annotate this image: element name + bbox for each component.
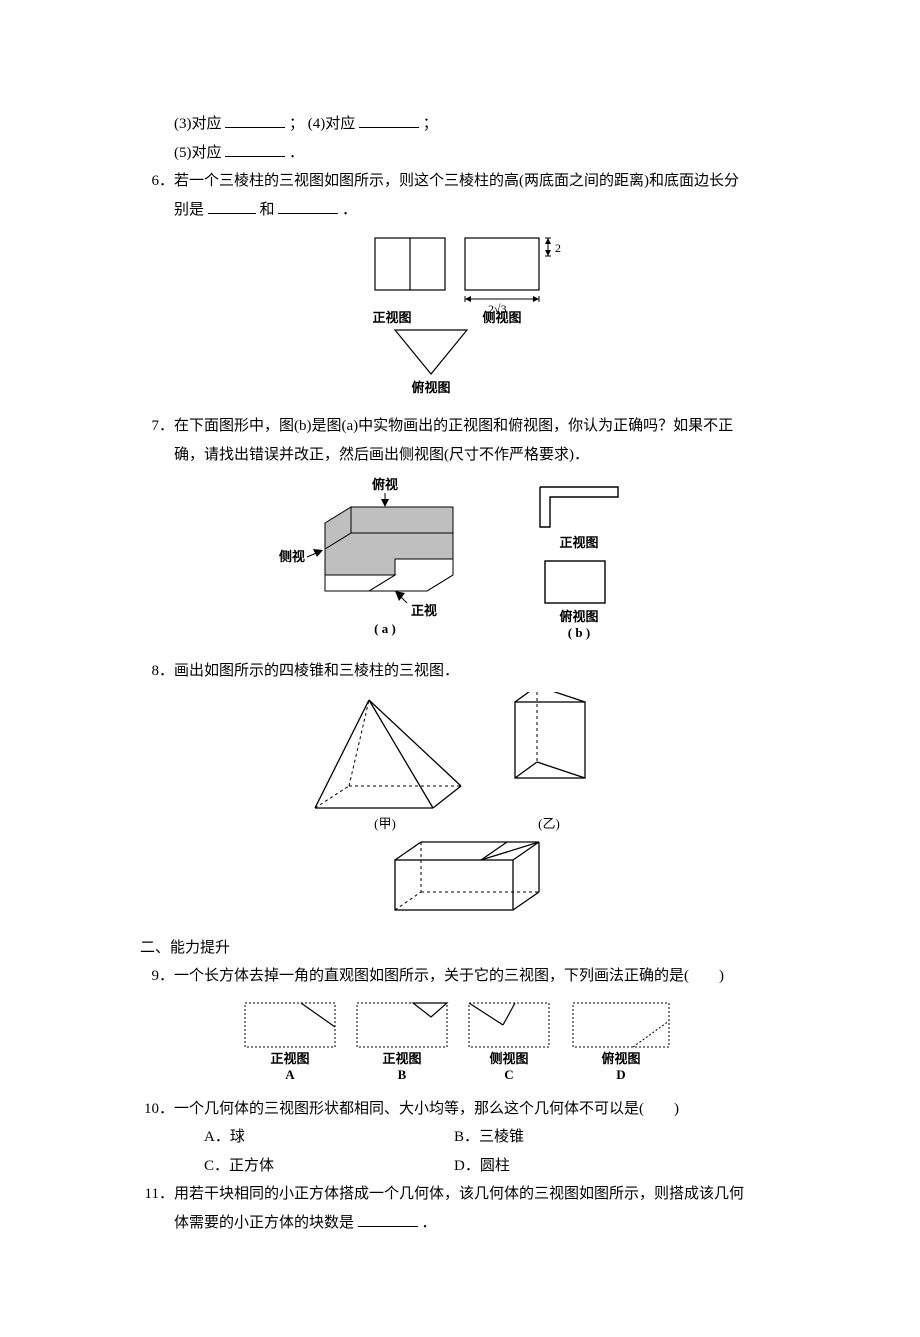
- q7-b-label: ( b ): [568, 625, 590, 640]
- q8-row: 8． 画出如图所示的四棱锥和三棱柱的三视图．: [140, 657, 790, 686]
- q6-num: 6．: [140, 167, 174, 196]
- q10-opts-1: A．球 B．三棱锥: [140, 1123, 790, 1152]
- q9-row: 9． 一个长方体去掉一角的直观图如图所示，关于它的三视图，下列画法正确的是( ): [140, 962, 790, 991]
- q9-figure: 正视图 A 正视图 B 侧视图 C 俯视图 D: [140, 997, 790, 1087]
- q6-svg: 2 2√3 正视图 侧视图 俯视图: [350, 230, 580, 400]
- q9-svg: 正视图 A 正视图 B 侧视图 C 俯视图 D: [235, 997, 695, 1083]
- q9-a-letter: A: [285, 1067, 295, 1082]
- q11-text-a: 用若干块相同的小正方体搭成一个几何体，该几何体的三视图如图所示，则搭成该几何: [174, 1180, 790, 1209]
- q7-row-2: 确，请找出错误并改正，然后画出侧视图(尺寸不作严格要求)．: [140, 441, 790, 470]
- q6-and: 和: [260, 202, 275, 218]
- q5-3-blank: [225, 114, 285, 129]
- q9-c-label: 侧视图: [489, 1051, 528, 1066]
- q5-3-label: (3)对应: [174, 116, 222, 132]
- q7-b-top: [545, 561, 605, 603]
- q11-blank: [358, 1212, 418, 1227]
- q9-a-label: 正视图: [270, 1051, 309, 1066]
- q7-toparrow-label: 俯视: [372, 477, 398, 492]
- q10-opt-b: B．三棱锥: [454, 1123, 704, 1152]
- q6-side-rect: [465, 238, 539, 290]
- q9-b-letter: B: [398, 1067, 407, 1082]
- q7-figure: 俯视 侧视 正视 ( a ) 正视图 俯视图 ( b ): [140, 475, 790, 649]
- q6-end: ．: [342, 202, 357, 218]
- q5-end1: ；: [423, 116, 438, 132]
- q9-d-letter: D: [616, 1067, 625, 1082]
- q6-blank-2: [278, 199, 338, 214]
- q11-row-2: 体需要的小正方体的块数是 ．: [140, 1209, 790, 1238]
- q7-b-front: [540, 487, 618, 527]
- q6-row-2: 别是 和 ．: [140, 196, 790, 225]
- q6-blank-1: [208, 199, 256, 214]
- q6-top-tri: [395, 330, 467, 374]
- q9-c-letter: C: [504, 1067, 513, 1082]
- q7-num: 7．: [140, 412, 174, 441]
- q7-row: 7． 在下面图形中，图(b)是图(a)中实物画出的正视图和俯视图，你认为正确吗？…: [140, 412, 790, 441]
- q7-sidearrow-label: 侧视: [279, 549, 305, 564]
- q10-text: 一个几何体的三视图形状都相同、大小均等，那么这个几何体不可以是( ): [174, 1095, 790, 1124]
- q10-opts-2: C．正方体 D．圆柱: [140, 1152, 790, 1181]
- q8-num: 8．: [140, 657, 174, 686]
- q7-frontarrow-label: 正视: [411, 603, 437, 618]
- q6-dim-h: 2: [555, 241, 561, 255]
- q11-end: ．: [422, 1215, 437, 1231]
- section-2-header: 二、能力提升: [140, 934, 790, 963]
- q6-figure: 2 2√3 正视图 侧视图 俯视图: [140, 230, 790, 404]
- q8-svg: (甲) (乙): [285, 692, 645, 922]
- q6-side-label: 侧视图: [482, 310, 521, 325]
- q10-opt-a: A．球: [204, 1123, 454, 1152]
- q11-text-b: 体需要的小正方体的块数是: [174, 1215, 354, 1231]
- q10-row: 10． 一个几何体的三视图形状都相同、大小均等，那么这个几何体不可以是( ): [140, 1095, 790, 1124]
- q6-front-label: 正视图: [372, 310, 411, 325]
- q8-a-label: (甲): [374, 816, 396, 831]
- q6-row: 6． 若一个三棱柱的三视图如图所示，则这个三棱柱的高(两底面之间的距离)和底面边…: [140, 167, 790, 196]
- q6-text-a: 若一个三棱柱的三视图如图所示，则这个三棱柱的高(两底面之间的距离)和底面边长分: [174, 167, 790, 196]
- page-root: (3)对应 ； (4)对应 ； (5)对应 ． 6． 若一个三棱柱的三视图如图所…: [0, 0, 920, 1337]
- q8-figure: (甲) (乙): [140, 692, 790, 926]
- q11-row: 11． 用若干块相同的小正方体搭成一个几何体，该几何体的三视图如图所示，则搭成该…: [140, 1180, 790, 1209]
- q5-5-label: (5)对应: [174, 145, 222, 161]
- q5-sep: ； (4)对应: [289, 116, 355, 132]
- q9-d-label: 俯视图: [601, 1051, 640, 1066]
- q9-num: 9．: [140, 962, 174, 991]
- q7-text-a: 在下面图形中，图(b)是图(a)中实物画出的正视图和俯视图，你认为正确吗？如果不…: [174, 412, 790, 441]
- q5-end2: ．: [289, 145, 304, 161]
- q7-a-label: ( a ): [374, 621, 396, 636]
- q9-text: 一个长方体去掉一角的直观图如图所示，关于它的三视图，下列画法正确的是( ): [174, 962, 790, 991]
- q7-text-b: 确，请找出错误并改正，然后画出侧视图(尺寸不作严格要求)．: [174, 447, 589, 463]
- q6-top-label: 俯视图: [411, 380, 450, 395]
- q8-text: 画出如图所示的四棱锥和三棱柱的三视图．: [174, 657, 790, 686]
- q10-num: 10．: [140, 1095, 174, 1124]
- q5-line-2: (5)对应 ．: [140, 139, 790, 168]
- q8-b-label: (乙): [538, 816, 560, 831]
- q7-b-top-label: 俯视图: [559, 609, 598, 624]
- q10-opt-c: C．正方体: [204, 1152, 454, 1181]
- q5-5-blank: [225, 142, 285, 157]
- q9-b-label: 正视图: [382, 1051, 421, 1066]
- q5-4-blank: [359, 114, 419, 129]
- q7-b-front-label: 正视图: [559, 535, 598, 550]
- q5-line-1: (3)对应 ； (4)对应 ；: [140, 110, 790, 139]
- q6-text-b: 别是: [174, 202, 204, 218]
- q10-opt-d: D．圆柱: [454, 1152, 704, 1181]
- q7-svg: 俯视 侧视 正视 ( a ) 正视图 俯视图 ( b ): [265, 475, 665, 645]
- q11-num: 11．: [140, 1180, 174, 1209]
